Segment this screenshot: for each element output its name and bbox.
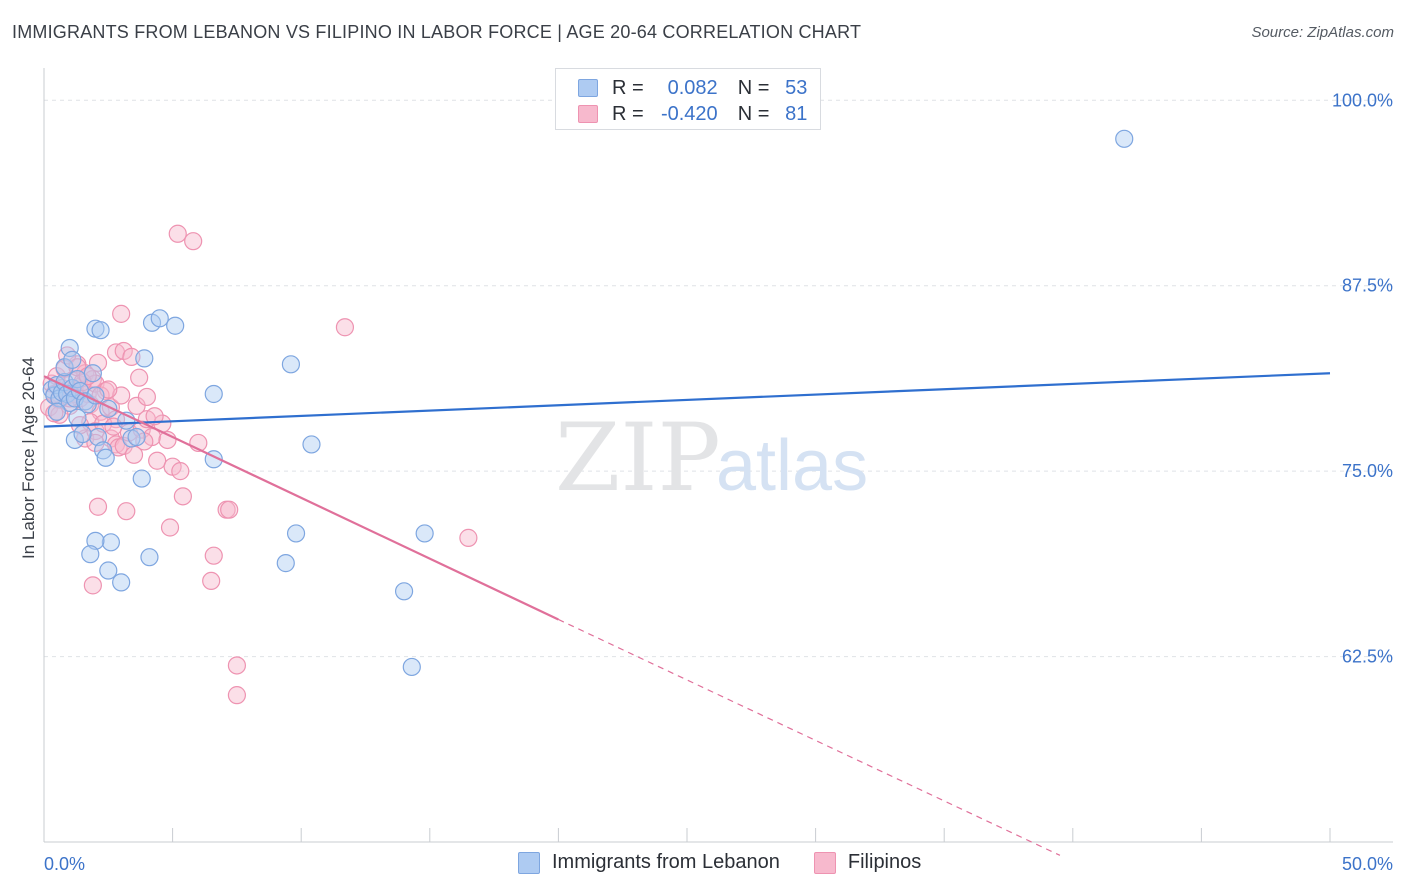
filipinos-point bbox=[83, 576, 102, 595]
legend-swatch-lebanon bbox=[578, 79, 598, 97]
x-tick-label: 50.0% bbox=[1342, 854, 1393, 874]
axes bbox=[43, 68, 1393, 843]
lebanon-point bbox=[73, 424, 92, 444]
filipinos-point bbox=[145, 407, 164, 426]
filipinos-point bbox=[117, 502, 136, 521]
filipinos-point bbox=[148, 451, 167, 470]
legend-item-filipinos: Filipinos bbox=[813, 851, 922, 874]
chart-source: Source: ZipAtlas.com bbox=[1251, 24, 1394, 41]
lebanon-point bbox=[281, 355, 301, 374]
y-axis-title: In Labor Force | Age 20-64 bbox=[19, 357, 38, 559]
legend-n-value: 81 bbox=[785, 102, 808, 125]
chart-title: IMMIGRANTS FROM LEBANON VS FILIPINO IN L… bbox=[12, 22, 862, 42]
lebanon-point bbox=[286, 524, 306, 543]
y-tick-label: 75.0% bbox=[1342, 461, 1393, 481]
lebanon-point bbox=[86, 531, 105, 550]
trend-lines bbox=[43, 372, 1331, 856]
filipinos-point bbox=[227, 656, 246, 675]
y-tick-label: 62.5% bbox=[1342, 647, 1393, 667]
lebanon-point bbox=[127, 427, 146, 447]
filipinos-point bbox=[88, 353, 108, 372]
legend-item-lebanon: Immigrants from Lebanon bbox=[518, 851, 780, 874]
correlation-legend: R = 0.082 N = 53 R = -0.420 N = 81 bbox=[555, 68, 821, 130]
lebanon-point bbox=[402, 657, 421, 677]
legend-swatch-lebanon bbox=[518, 851, 540, 874]
lebanon-point bbox=[132, 469, 151, 488]
filipinos-trend-line bbox=[43, 375, 559, 621]
lebanon-point bbox=[112, 573, 131, 592]
filipinos-point bbox=[168, 224, 187, 243]
lebanon-point bbox=[166, 316, 185, 335]
filipinos-point bbox=[227, 686, 246, 705]
legend-r-value: -0.420 bbox=[660, 102, 718, 125]
lebanon-point bbox=[415, 524, 434, 543]
lebanon-point bbox=[94, 441, 113, 460]
legend-r-label: R = bbox=[612, 76, 644, 99]
lebanon-points bbox=[42, 129, 1134, 677]
lebanon-point bbox=[101, 533, 120, 552]
filipinos-point bbox=[204, 546, 223, 565]
lebanon-point bbox=[55, 358, 74, 377]
filipinos-point bbox=[173, 487, 192, 506]
filipinos-point bbox=[171, 462, 190, 481]
lebanon-point bbox=[204, 384, 223, 404]
lebanon-point bbox=[140, 548, 159, 567]
watermark-atlas: atlas bbox=[716, 426, 868, 506]
axis-labels: 62.5% 75.0% 87.5% 100.0% 0.0% 50.0% In Labor F… bbox=[19, 90, 1393, 874]
filipinos-point bbox=[335, 318, 355, 337]
legend-row-filipinos: R = -0.420 N = 81 bbox=[578, 103, 807, 125]
grid-lines bbox=[44, 99, 1392, 658]
y-tick-label: 87.5% bbox=[1342, 276, 1393, 296]
y-tick-label: 100.0% bbox=[1332, 90, 1393, 110]
legend-row-lebanon: R = 0.082 N = 53 bbox=[578, 77, 807, 99]
legend-n-label: N = bbox=[737, 76, 770, 99]
lebanon-point bbox=[99, 561, 118, 580]
lebanon-point bbox=[135, 349, 154, 368]
legend-label-filipinos: Filipinos bbox=[847, 851, 922, 873]
legend-label-lebanon: Immigrants from Lebanon bbox=[552, 851, 780, 873]
lebanon-point bbox=[1115, 129, 1134, 148]
lebanon-point bbox=[68, 370, 87, 389]
filipinos-point bbox=[130, 368, 149, 387]
x-tick-label: 0.0% bbox=[44, 854, 85, 874]
legend-swatch-filipinos bbox=[813, 851, 836, 874]
lebanon-point bbox=[60, 338, 79, 358]
lebanon-point bbox=[83, 364, 102, 383]
legend-n-value: 53 bbox=[785, 76, 808, 99]
filipinos-point bbox=[160, 518, 180, 537]
lebanon-point bbox=[394, 582, 414, 601]
lebanon-point bbox=[150, 309, 169, 328]
filipinos-point bbox=[137, 387, 156, 407]
legend-swatch-filipinos bbox=[578, 105, 598, 123]
lebanon-point bbox=[91, 321, 110, 340]
filipinos-point bbox=[459, 528, 478, 547]
lebanon-point bbox=[68, 408, 87, 427]
lebanon-point bbox=[47, 402, 66, 421]
lebanon-point bbox=[276, 554, 295, 573]
filipinos-point bbox=[202, 571, 221, 591]
filipinos-point bbox=[88, 497, 108, 516]
watermark: ZIP atlas bbox=[555, 404, 868, 513]
filipinos-trend-extension bbox=[558, 618, 1061, 856]
filipinos-point bbox=[112, 304, 131, 323]
lebanon-trend-line bbox=[43, 372, 1331, 428]
lebanon-point bbox=[302, 435, 321, 454]
filipinos-point bbox=[184, 232, 203, 251]
legend-r-value: 0.082 bbox=[667, 76, 718, 99]
lebanon-point bbox=[81, 545, 100, 564]
filipinos-point bbox=[220, 500, 239, 519]
lebanon-point bbox=[96, 448, 115, 467]
watermark-zip: ZIP bbox=[555, 404, 721, 513]
lebanon-point bbox=[63, 350, 82, 369]
legend-n-label: N = bbox=[737, 102, 770, 125]
filipinos-point bbox=[78, 367, 97, 386]
series-legend: Immigrants from Lebanon Filipinos bbox=[518, 851, 921, 874]
legend-r-label: R = bbox=[612, 102, 644, 125]
lebanon-point bbox=[88, 427, 108, 447]
